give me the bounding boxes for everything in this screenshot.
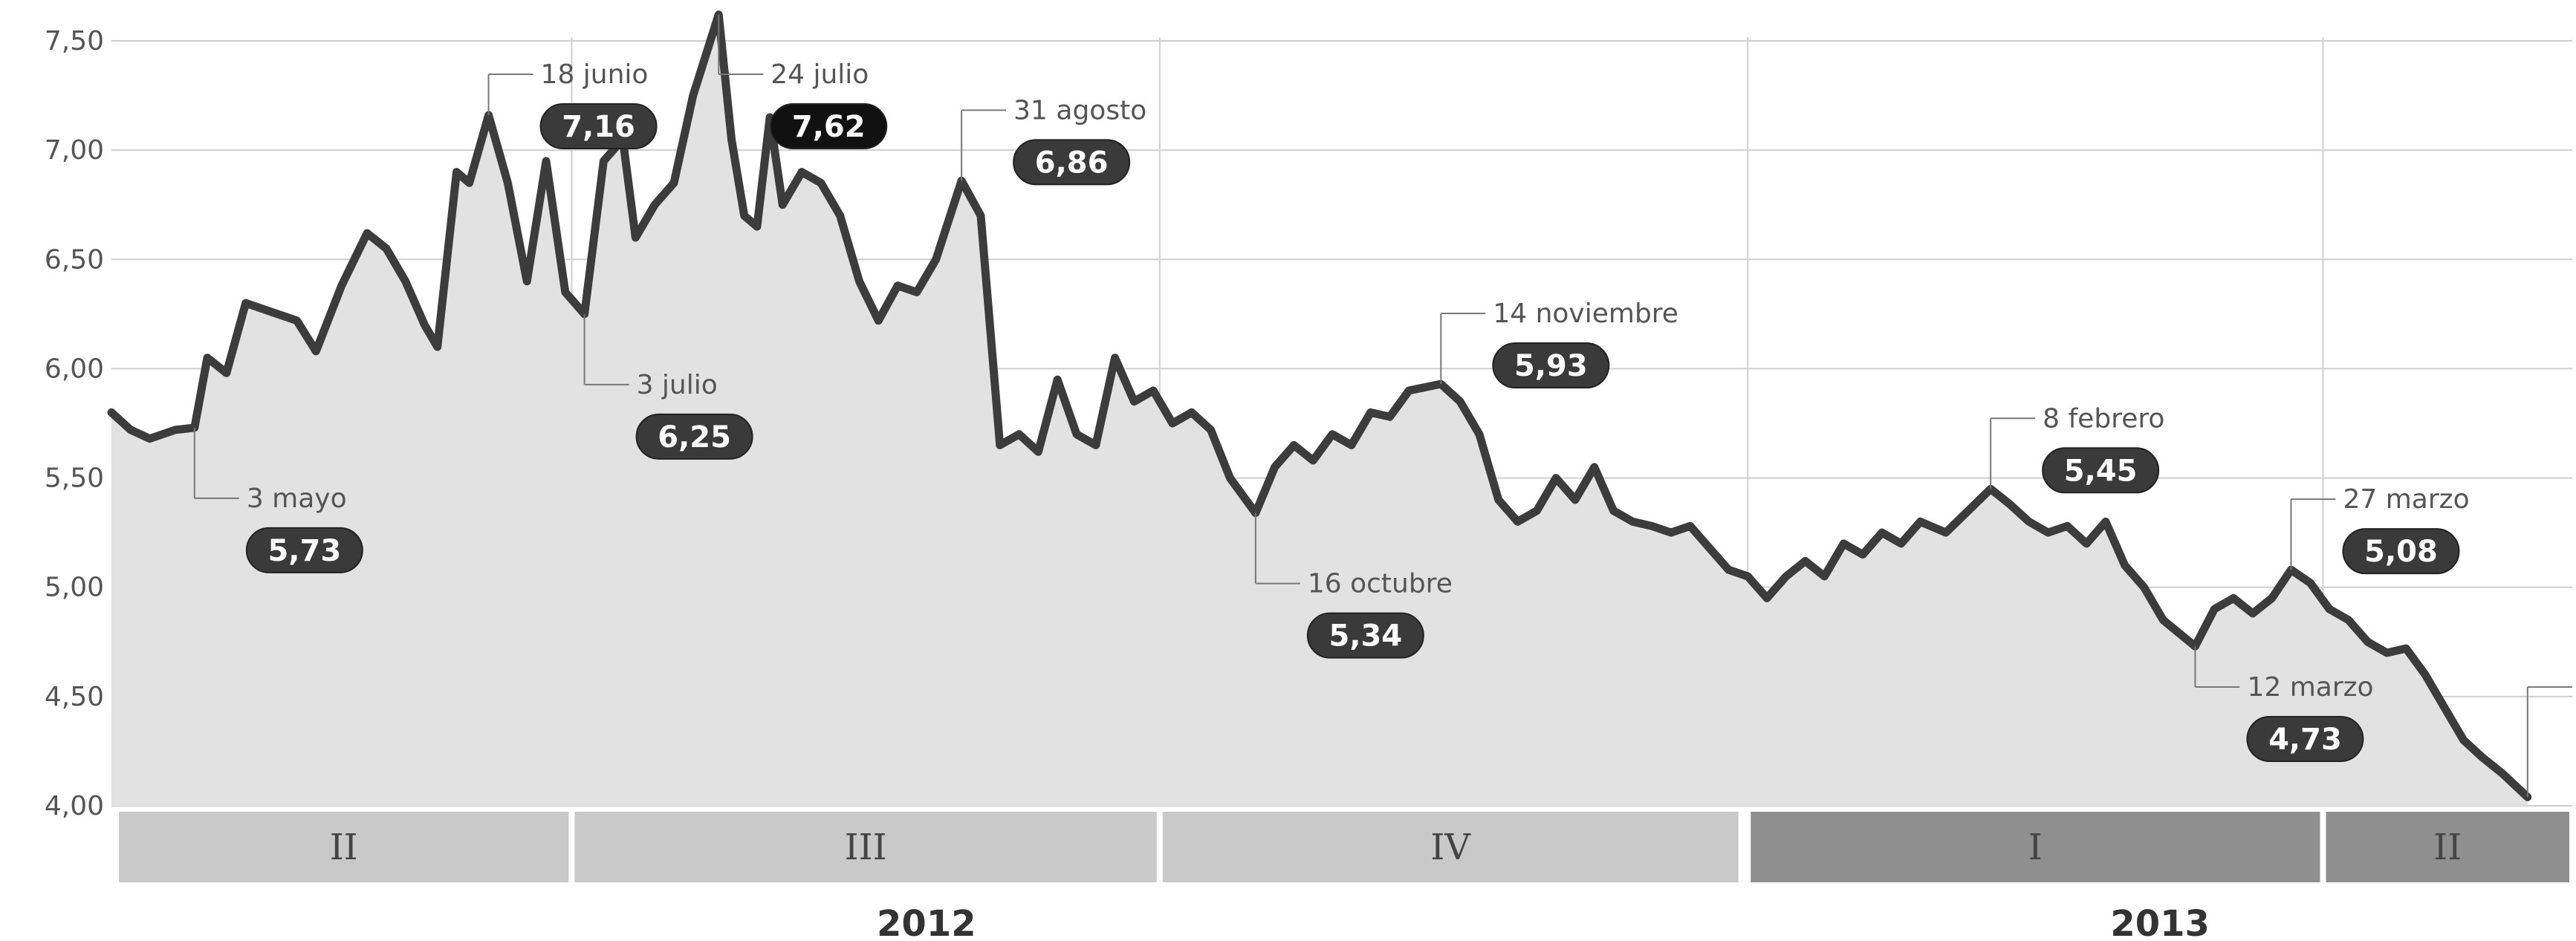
series-line-path	[107, 10, 2532, 801]
quarter-label: IV	[1430, 827, 1471, 868]
annotation-value-badge	[2042, 447, 2160, 494]
y-tick-label: 6,50	[45, 244, 104, 275]
annotation-value: 5,45	[2064, 454, 2138, 488]
year-labels: 2012 2013	[877, 903, 2210, 941]
quarter-band	[119, 812, 569, 882]
annotation-value: 6,86	[1035, 146, 1109, 180]
quarter-bands: II III IV I II	[119, 812, 2569, 882]
annotation-date: 31 agosto	[1013, 95, 1146, 126]
annotations: 3 mayo 5,73 18 junio 7,16 3 julio 6,25 24 juli…	[193, 14, 2572, 798]
annotation-value: 7,62	[792, 110, 866, 144]
quarter-band	[1162, 812, 1739, 882]
annotation-value: 4,73	[2268, 723, 2342, 757]
series-area	[111, 14, 2528, 807]
quarter-band	[574, 812, 1157, 882]
annotation-date: 27 marzo	[2343, 484, 2469, 515]
y-tick-label: 4,00	[45, 791, 104, 821]
annotation-value-badge	[2342, 528, 2460, 575]
annotation-date: 12 marzo	[2247, 672, 2373, 703]
y-tick-label: 7,00	[45, 135, 104, 166]
y-tick-label: 6,00	[45, 354, 104, 384]
annotation-date: 18 junio	[541, 59, 649, 90]
quarter-label: III	[845, 827, 887, 868]
y-tick-label: 5,00	[45, 573, 104, 603]
annotation-value-badge	[2246, 716, 2364, 762]
quarter-band	[2326, 812, 2569, 882]
quarter-label: II	[330, 827, 358, 868]
annotation-value: 5,93	[1514, 349, 1588, 383]
y-tick-label: 5,50	[45, 463, 104, 494]
annotation-value: 5,08	[2364, 535, 2438, 569]
annotation-value-badge	[635, 413, 753, 460]
annotation-date: 3 julio	[637, 370, 718, 400]
annotation-value-badge	[245, 527, 363, 573]
year-label: 2012	[877, 903, 976, 941]
year-label: 2013	[2110, 903, 2210, 941]
quarter-label: I	[2028, 827, 2043, 868]
annotation-value-badge	[770, 103, 888, 149]
annotation-value-badge	[1013, 139, 1131, 186]
annotation-date: 14 noviembre	[1493, 299, 1678, 329]
annotation-date: 16 octubre	[1308, 569, 1453, 599]
annotation-value-badge	[1306, 612, 1424, 659]
annotation-value-badge	[1492, 342, 1610, 389]
annotation-date: 24 julio	[770, 59, 869, 90]
quarter-label: II	[2433, 827, 2462, 868]
area-fill	[111, 14, 2528, 807]
y-axis-ticks: 7,50 7,00 6,50 6,00 5,50 5,00 4,50 4,00	[45, 26, 104, 821]
annotation-date: 8 febrero	[2043, 403, 2164, 434]
annotation-value: 6,25	[658, 420, 731, 455]
annotation-value: 5,73	[267, 534, 341, 568]
annotation-value: 5,34	[1329, 619, 1403, 654]
annotation-value: 7,16	[562, 110, 635, 144]
annotation-date: 3 mayo	[247, 483, 347, 514]
series-line	[107, 10, 2532, 801]
y-tick-label: 4,50	[45, 682, 104, 712]
quarter-band	[1751, 812, 2320, 882]
y-tick-label: 7,50	[45, 26, 104, 56]
annotation-value-badge	[539, 103, 658, 149]
